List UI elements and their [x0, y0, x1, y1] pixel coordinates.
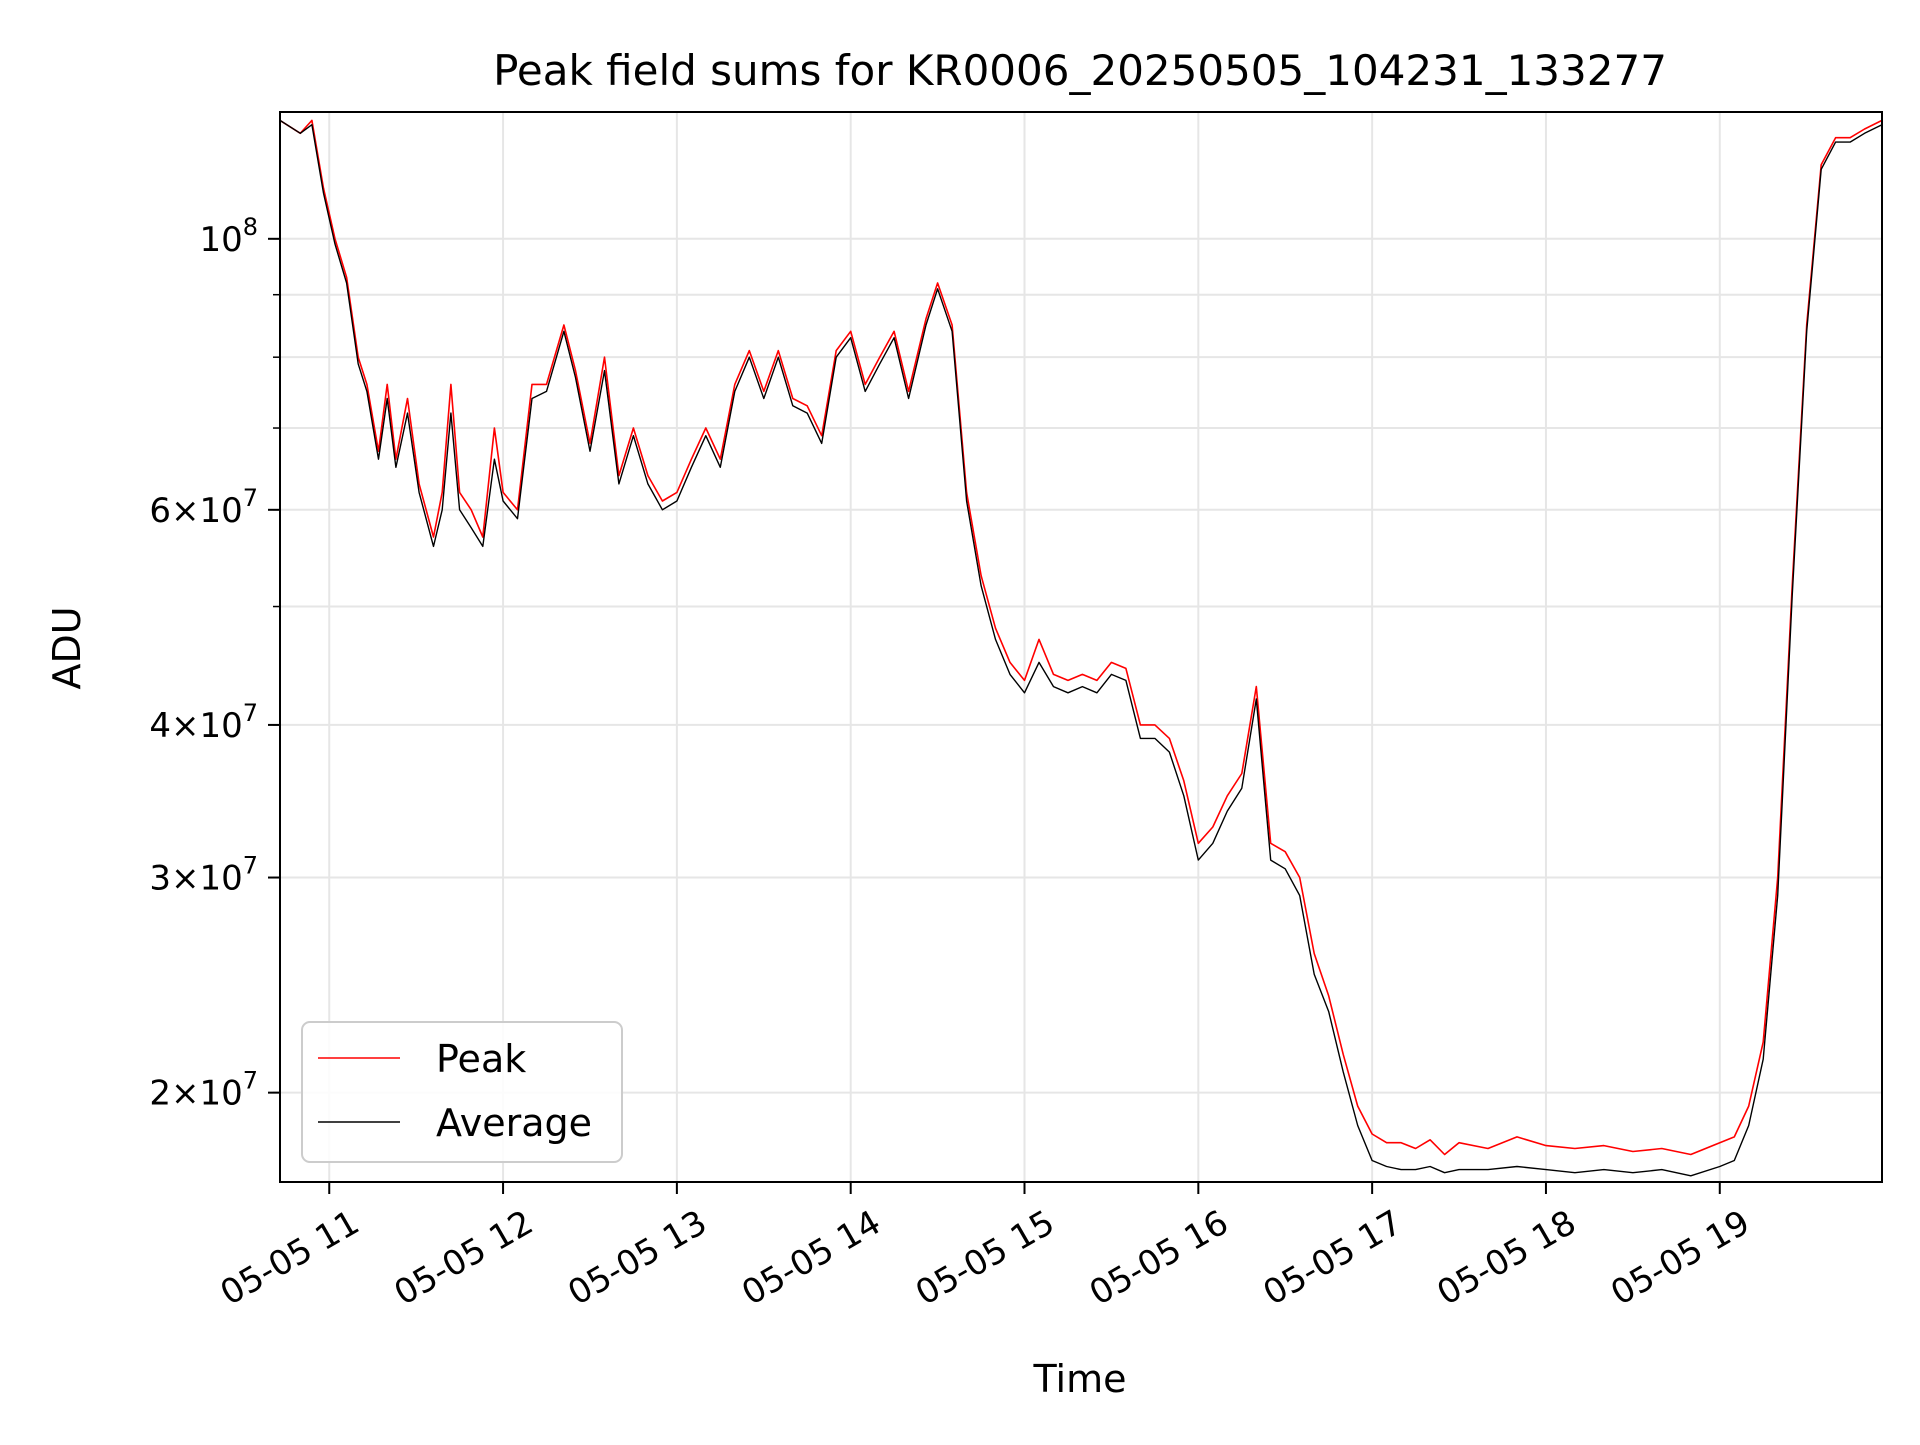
- y-axis: 108 6×107 4×107 3×107 2×107: [149, 213, 280, 1114]
- y-tick-label: 6×107: [149, 484, 258, 531]
- chart-title: Peak field sums for KR0006_20250505_1042…: [493, 46, 1667, 95]
- legend-average-label: Average: [436, 1101, 592, 1145]
- legend-box: [301, 1021, 623, 1163]
- series-line-peak: [279, 119, 1883, 1156]
- grid-lines: [280, 112, 1882, 1182]
- y-tick-label: 3×107: [149, 852, 258, 899]
- y-tick-label: 4×107: [149, 699, 258, 746]
- plot-frame: [279, 111, 1883, 1183]
- y-axis-label: ADU: [45, 606, 89, 689]
- legend-peak-label: Peak: [436, 1037, 526, 1081]
- series-lines: [279, 119, 1883, 1177]
- y-tick-label: 108: [199, 213, 258, 260]
- legend: Peak Average: [301, 1021, 623, 1163]
- x-axis-label: Time: [1033, 1357, 1127, 1401]
- series-line-average: [279, 119, 1883, 1177]
- y-tick-label: 2×107: [149, 1067, 258, 1114]
